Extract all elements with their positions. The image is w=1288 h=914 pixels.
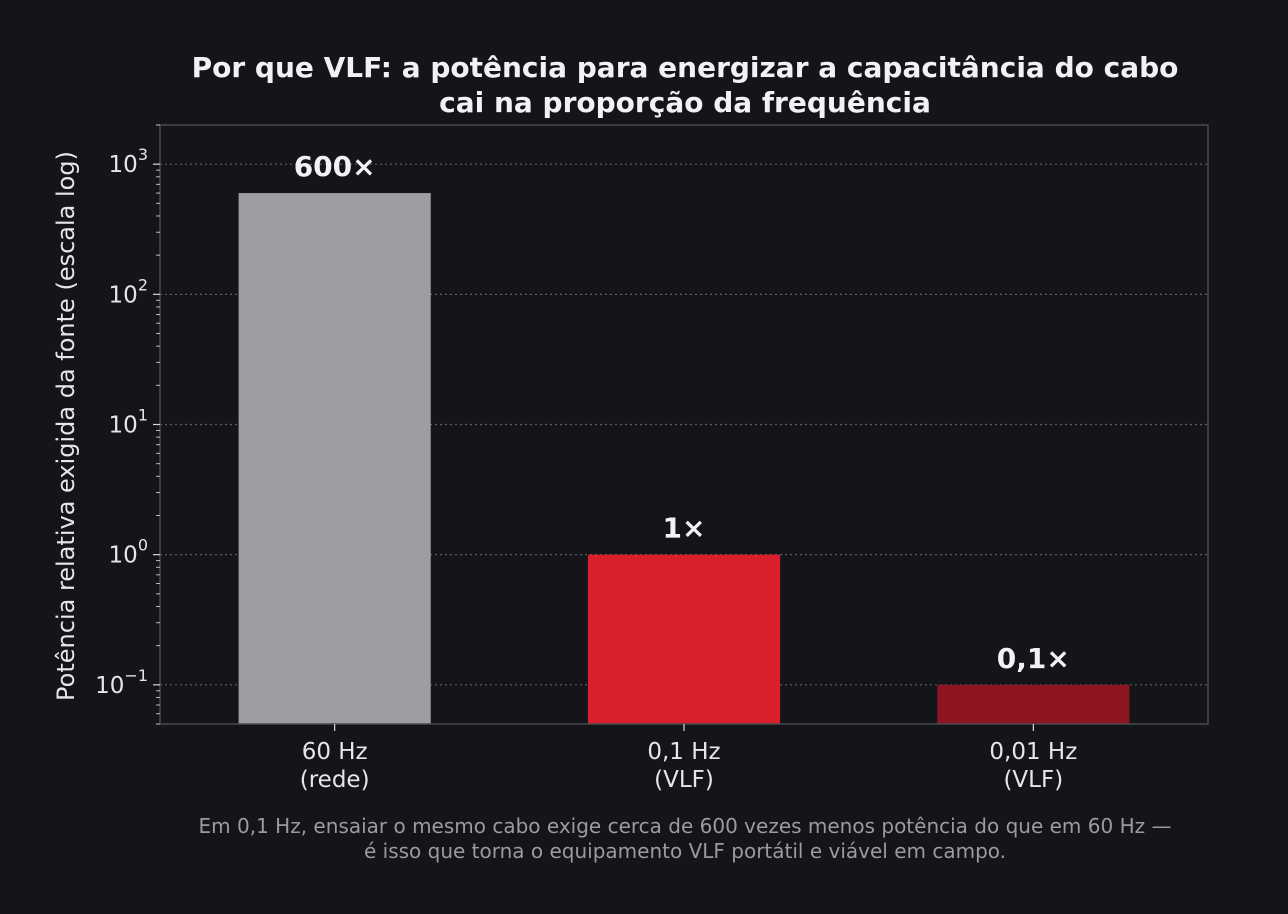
- y-tick-label: 101: [109, 406, 148, 439]
- bar: [937, 684, 1130, 724]
- y-tick-exponent: 2: [138, 275, 148, 294]
- y-tick-base: 10: [109, 413, 138, 439]
- chart-title-line-1: Por que VLF: a potência para energizar a…: [192, 51, 1179, 84]
- y-tick-base: 10: [95, 673, 124, 699]
- caption-line-1: Em 0,1 Hz, ensaiar o mesmo cabo exige ce…: [199, 814, 1172, 838]
- x-tick-label-line-2: (VLF): [654, 767, 714, 793]
- bar-data-label: 600×: [294, 150, 376, 183]
- y-tick-exponent: 0: [138, 536, 148, 555]
- y-tick-label: 102: [109, 275, 148, 308]
- bar-data-labels: 600× 1× 0,1×: [294, 150, 1070, 675]
- chart-title-line-2: cai na proporção da frequência: [439, 86, 931, 119]
- y-tick-exponent: −1: [124, 666, 148, 685]
- y-axis-label: Potência relativa exigida da fonte (esca…: [52, 151, 80, 701]
- bar: [587, 554, 781, 724]
- y-tick-exponent: 1: [138, 406, 148, 425]
- y-tick-base: 10: [109, 543, 138, 569]
- y-tick-label: 100: [109, 536, 148, 569]
- x-tick-label-line-1: 0,1 Hz: [647, 739, 720, 765]
- bars: [238, 193, 1130, 724]
- y-tick-exponent: 3: [138, 145, 148, 164]
- caption-line-2: é isso que torna o equipamento VLF portá…: [364, 839, 1006, 863]
- y-tick-label: 10−1: [95, 666, 148, 699]
- bar-data-label: 0,1×: [997, 642, 1070, 675]
- y-tick-base: 10: [109, 152, 138, 178]
- bar-data-label: 1×: [663, 512, 706, 545]
- x-tick-label-line-1: 0,01 Hz: [989, 739, 1077, 765]
- bar: [238, 193, 431, 724]
- y-tick-base: 10: [109, 282, 138, 308]
- y-tick-label: 103: [109, 145, 148, 178]
- x-axis-ticks: 60 Hz(rede)0,1 Hz(VLF)0,01 Hz(VLF): [300, 724, 1077, 793]
- x-tick-label-line-2: (VLF): [1003, 767, 1063, 793]
- x-tick-label-line-2: (rede): [300, 767, 370, 793]
- x-tick-label-line-1: 60 Hz: [302, 739, 368, 765]
